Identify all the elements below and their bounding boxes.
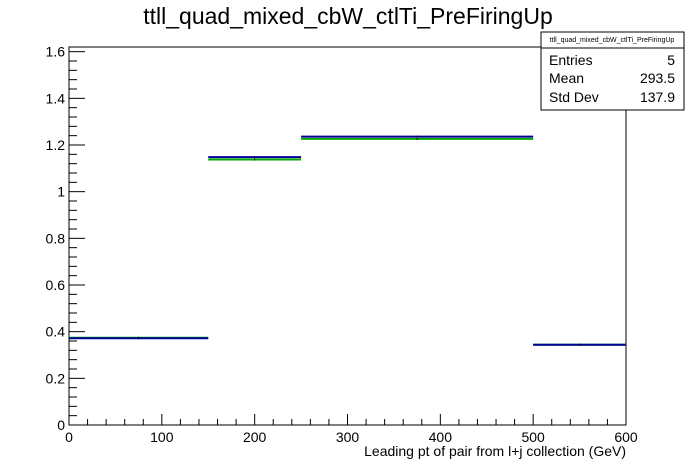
y-tick-label: 1: [57, 184, 65, 200]
stats-stddev-label: Std Dev: [549, 89, 599, 105]
x-tick-label: 100: [150, 429, 174, 445]
x-tick-label: 200: [243, 429, 267, 445]
x-axis-label: Leading pt of pair from l+j collection (…: [364, 443, 626, 459]
y-tick-label: 0.4: [46, 324, 66, 340]
y-tick-label: 1.4: [46, 90, 66, 106]
stats-box-title: ttll_quad_mixed_cbW_ctlTi_PreFiringUp: [550, 37, 675, 44]
stats-entries-label: Entries: [549, 52, 593, 68]
x-tick-label: 0: [65, 429, 73, 445]
histogram-bars: [69, 135, 626, 346]
y-tick-label: 0.8: [46, 230, 66, 246]
stats-mean-label: Mean: [549, 70, 584, 86]
y-tick-label: 0.6: [46, 277, 66, 293]
chart-title: ttll_quad_mixed_cbW_ctlTi_PreFiringUp: [143, 3, 553, 29]
y-tick-label: 1.2: [46, 137, 66, 153]
stats-entries-value: 5: [667, 52, 675, 68]
y-axis: 0 0.2 0.4 0.6 0.8 1 1.2 1.4 1.6: [46, 44, 85, 433]
stats-box: ttll_quad_mixed_cbW_ctlTi_PreFiringUp En…: [540, 31, 685, 111]
y-tick-label: 1.6: [46, 44, 66, 60]
x-axis: 0 100 200 300 400 500 600: [65, 414, 638, 445]
y-tick-label: 0: [57, 417, 65, 433]
x-tick-label: 400: [429, 429, 453, 445]
stats-mean-value: 293.5: [640, 70, 675, 86]
x-tick-label: 500: [521, 429, 545, 445]
x-tick-label: 600: [614, 429, 638, 445]
x-tick-label: 300: [336, 429, 360, 445]
stats-box-frame: [540, 31, 685, 111]
stats-stddev-value: 137.9: [640, 89, 675, 105]
y-tick-label: 0.2: [46, 370, 66, 386]
